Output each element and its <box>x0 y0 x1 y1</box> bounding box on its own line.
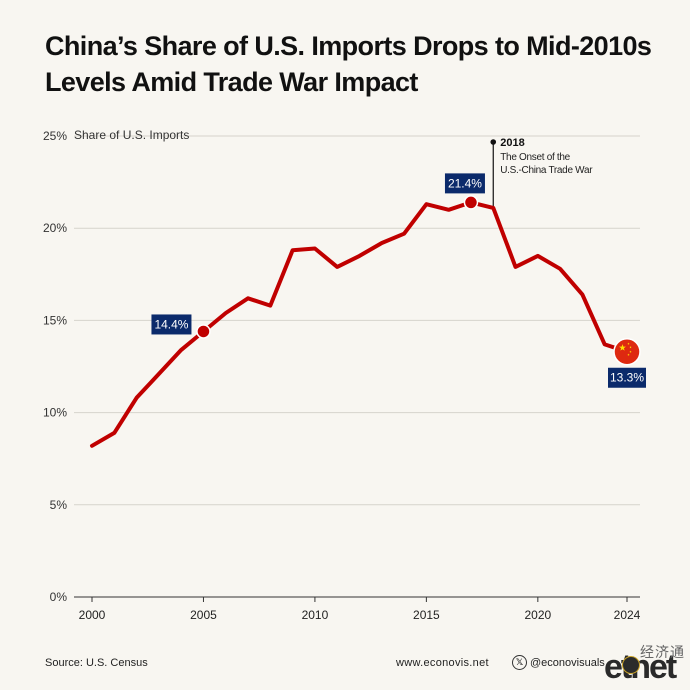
etnet-watermark: etnet 经济通 <box>600 640 690 690</box>
value-label: 14.4% <box>154 317 188 331</box>
y-axis-label: Share of U.S. Imports <box>74 128 189 142</box>
x-tick-label: 2015 <box>413 608 440 622</box>
value-label-bg <box>444 173 485 194</box>
highlight-point-2024: 13.3% <box>608 337 646 388</box>
highlight-point-2005: 14.4% <box>151 314 211 339</box>
highlight-marker <box>196 324 211 339</box>
annotation-dot <box>490 139 497 145</box>
badge-icon <box>622 656 640 674</box>
y-tick-label: 20% <box>43 221 67 235</box>
annotation-text: U.S.-China Trade War <box>500 165 593 176</box>
y-tick-label: 10% <box>43 406 67 420</box>
x-logo-icon: 𝕏 <box>512 655 527 670</box>
social-handle-text: @econovisuals <box>530 656 605 669</box>
highlight-marker <box>463 195 479 210</box>
flag-big-star <box>619 344 626 351</box>
annotation-year: 2018 <box>500 137 524 149</box>
flag-small-star <box>629 350 632 353</box>
y-tick-label: 15% <box>43 313 67 327</box>
y-tick-labels: 0% 5% 10% 15% 20% 25% <box>43 129 67 604</box>
trade-war-annotation: 2018 The Onset of the U.S.-China Trade War <box>490 137 594 208</box>
chart-title: China’s Share of U.S. Imports Drops to M… <box>45 31 652 97</box>
watermark-cn: 经济通 <box>640 645 685 661</box>
flag-small-star <box>629 346 632 349</box>
watermark-en: etnet <box>604 648 677 687</box>
y-tick-label: 0% <box>50 590 68 604</box>
y-tick-label: 5% <box>50 498 68 512</box>
annotation-text: The Onset of the <box>500 152 570 163</box>
grid-lines <box>74 135 640 598</box>
value-label-bg <box>608 367 646 388</box>
value-label-bg <box>151 314 192 335</box>
website-link[interactable]: www.econovis.net <box>396 657 489 669</box>
highlight-point-2017: 21.4% <box>444 173 485 210</box>
x-tick-label: 2020 <box>524 608 551 622</box>
x-tick-label: 2005 <box>190 608 217 622</box>
value-label: 13.3% <box>610 371 644 385</box>
flag-small-star <box>627 353 630 356</box>
china-flag-icon <box>613 337 641 366</box>
source-note: Source: U.S. Census <box>45 657 148 669</box>
x-tick-labels: 2000 2005 2010 2015 2020 2024 <box>79 597 641 622</box>
value-label: 21.4% <box>448 176 482 190</box>
series-line <box>90 200 629 448</box>
x-tick-label: 2024 <box>614 608 641 622</box>
social-handle[interactable]: 𝕏 @econovisuals <box>512 655 605 670</box>
highlight-points: 14.4% 21.4% 13.3% <box>151 173 646 388</box>
y-tick-label: 25% <box>43 129 67 143</box>
x-tick-label: 2010 <box>302 608 329 622</box>
flag-small-star <box>627 342 630 345</box>
x-tick-label: 2000 <box>79 608 106 622</box>
